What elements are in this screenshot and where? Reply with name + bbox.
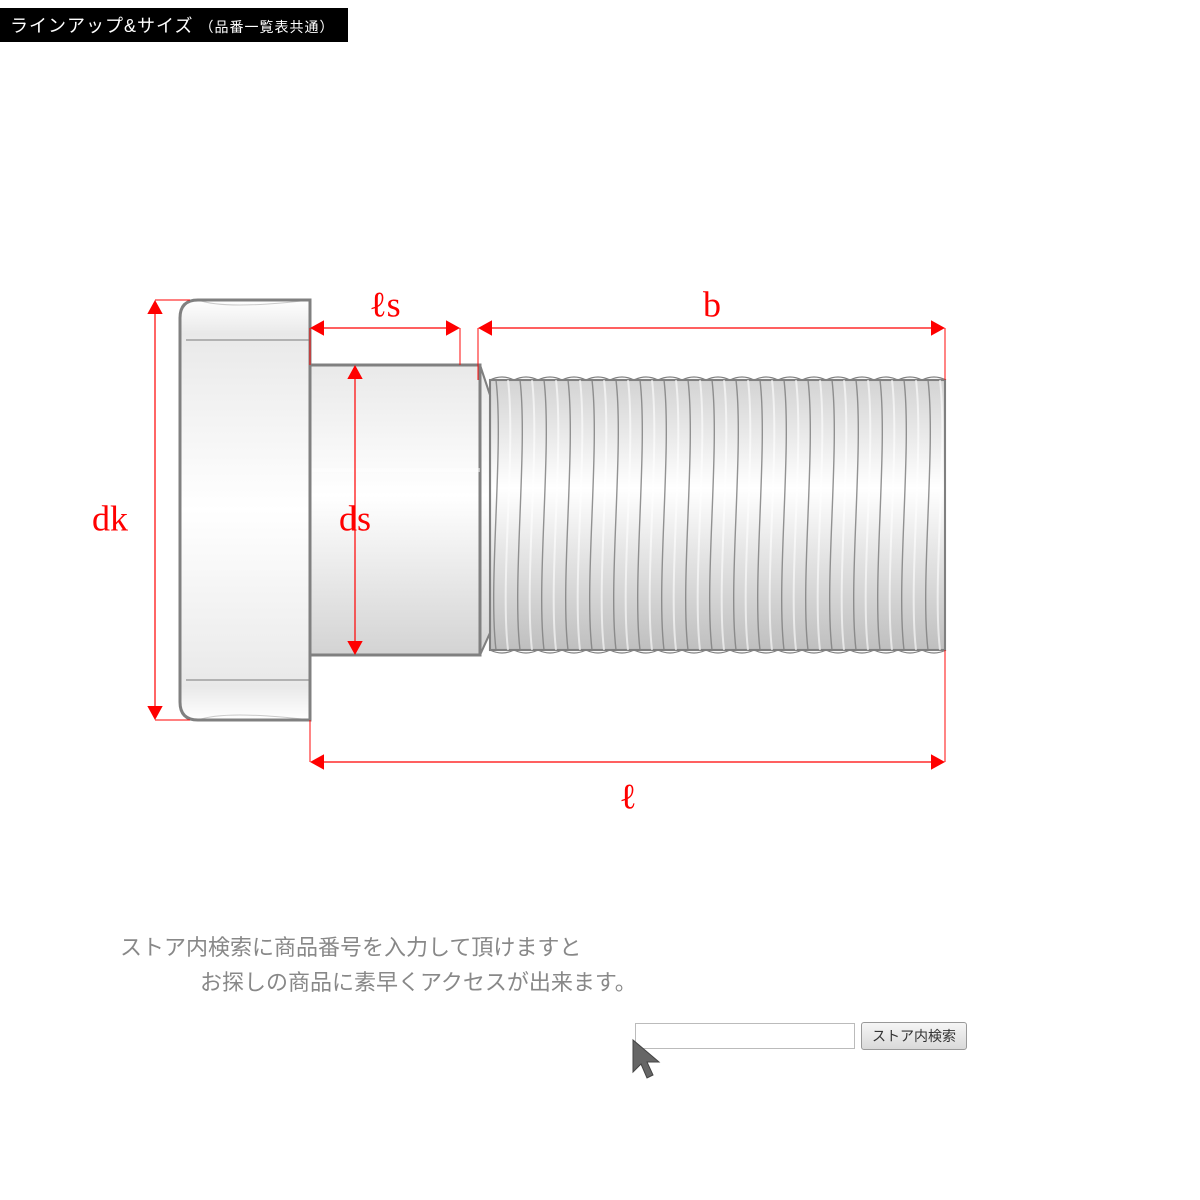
bolt-diagram: dk ds ℓs b ℓ bbox=[0, 0, 1200, 1200]
search-button[interactable]: ストア内検索 bbox=[861, 1022, 967, 1050]
dim-label-ds: ds bbox=[339, 498, 371, 538]
bolt-shape bbox=[180, 300, 946, 720]
dim-label-ls: ℓs bbox=[369, 284, 400, 324]
dim-label-l: ℓ bbox=[619, 776, 636, 816]
cursor-icon bbox=[627, 1036, 675, 1088]
instruction-line1: ストア内検索に商品番号を入力して頂けますと bbox=[120, 930, 637, 965]
instruction-line2: お探しの商品に素早くアクセスが出来ます。 bbox=[200, 965, 637, 1000]
dim-label-dk: dk bbox=[92, 498, 128, 538]
dim-label-b: b bbox=[703, 284, 721, 324]
search-bar: ストア内検索 bbox=[635, 1022, 967, 1050]
instruction-text: ストア内検索に商品番号を入力して頂けますと お探しの商品に素早くアクセスが出来ま… bbox=[120, 930, 637, 1000]
